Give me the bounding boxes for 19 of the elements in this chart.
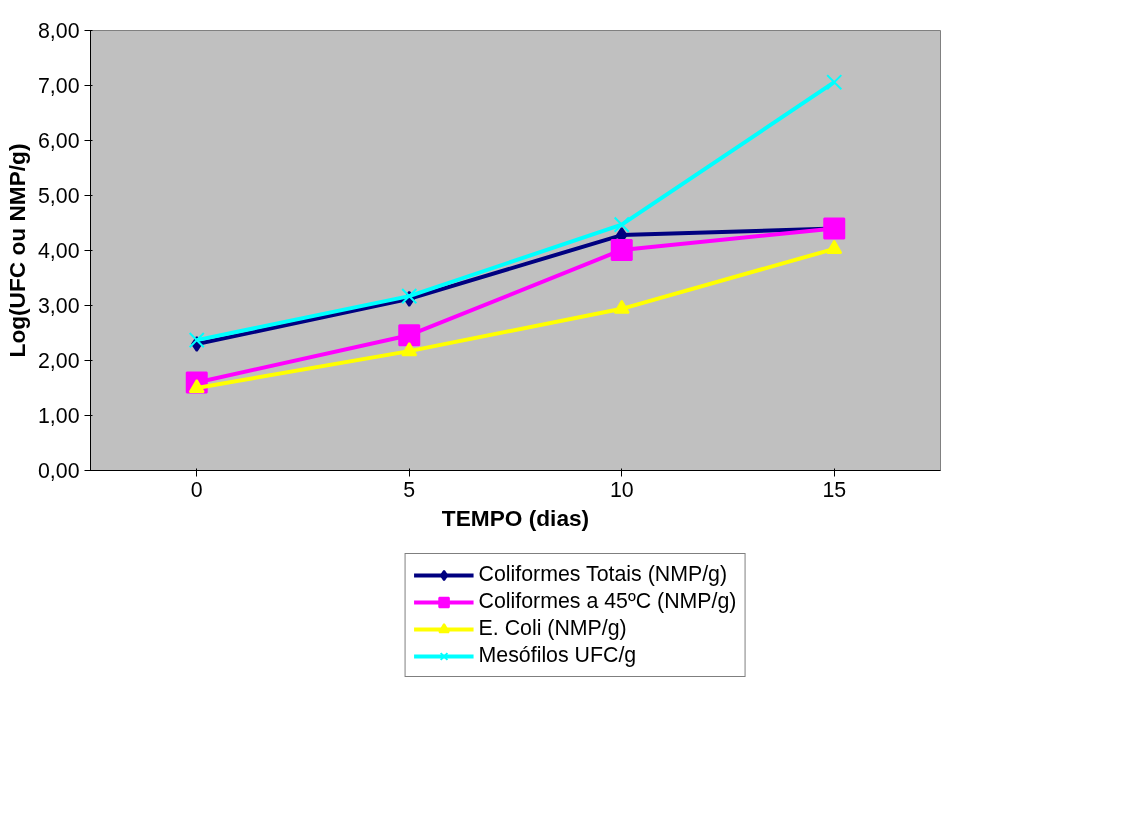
y-tick-label: 6,00 — [37, 129, 80, 153]
legend-label: Mesófilos UFC/g — [478, 643, 637, 668]
x-tick-label: 10 — [609, 477, 634, 502]
y-tick-label: 7,00 — [37, 74, 80, 98]
y-tick-label: 8,00 — [37, 19, 80, 43]
x-tick-label: 0 — [190, 477, 203, 502]
x-tick-label: 5 — [403, 477, 416, 502]
y-tick-label: 1,00 — [37, 404, 80, 428]
y-tick-label: 0,00 — [37, 459, 80, 483]
y-tick-label: 4,00 — [37, 239, 80, 263]
legend-label: Coliformes a 45ºC (NMP/g) — [478, 589, 737, 614]
x-tick-label: 15 — [822, 477, 847, 502]
legend-label: E. Coli (NMP/g) — [478, 616, 627, 641]
legend-label: Coliformes Totais (NMP/g) — [478, 562, 728, 587]
y-tick-label: 3,00 — [37, 294, 80, 318]
y-tick-label: 5,00 — [37, 184, 80, 208]
y-axis-title: Log(UFC ou NMP/g) — [3, 143, 30, 358]
y-tick-label: 2,00 — [37, 349, 80, 373]
x-axis-title: TEMPO (dias) — [441, 504, 590, 531]
